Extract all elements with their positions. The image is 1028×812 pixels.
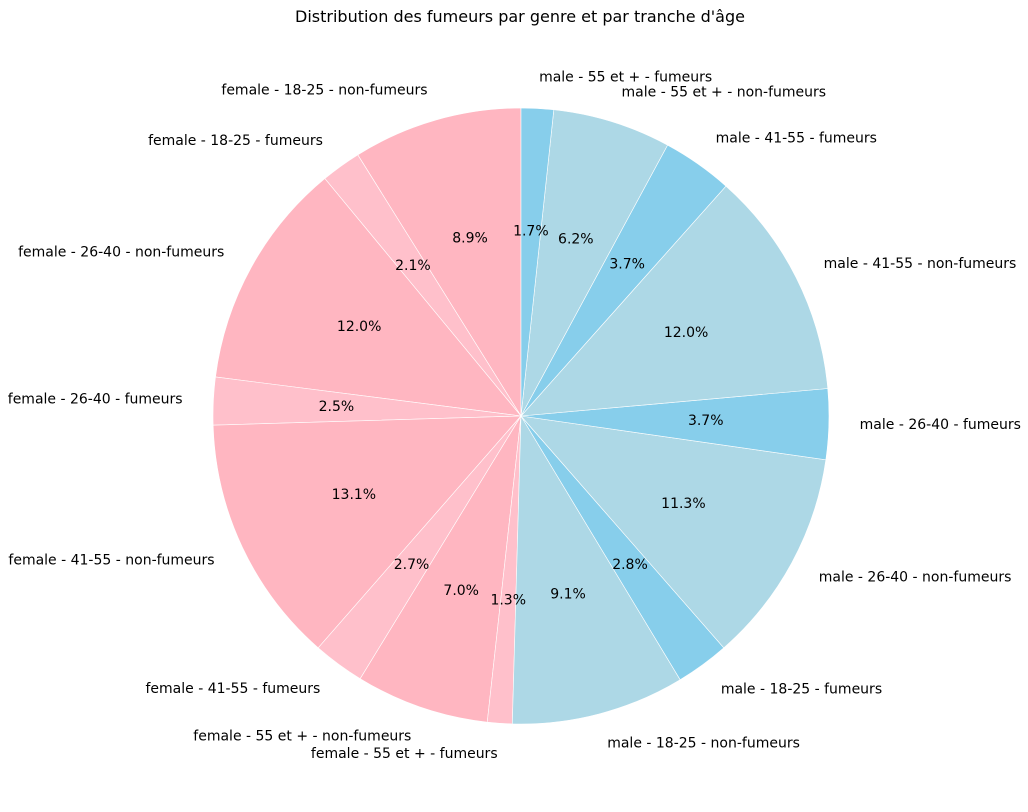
slice-percent-label: 13.1% xyxy=(332,487,376,503)
slice-label: male - 41-55 - fumeurs xyxy=(716,131,877,147)
slice-percent-label: 2.1% xyxy=(395,258,431,274)
slice-label: male - 26-40 - fumeurs xyxy=(860,417,1021,433)
slice-label: female - 41-55 - non-fumeurs xyxy=(8,553,214,569)
pie-slice xyxy=(520,109,668,417)
slice-label: female - 18-25 - fumeurs xyxy=(148,133,323,149)
slice-label: male - 41-55 - non-fumeurs xyxy=(824,256,1017,272)
pie-slice xyxy=(359,415,522,723)
slice-label: male - 26-40 - non-fumeurs xyxy=(819,570,1012,586)
slice-label: male - 55 et + - fumeurs xyxy=(539,70,712,86)
pie-slice xyxy=(215,178,522,417)
slice-label: female - 55 et + - fumeurs xyxy=(311,746,498,762)
slice-percent-label: 11.3% xyxy=(661,496,705,512)
slice-label: male - 18-25 - fumeurs xyxy=(721,682,882,698)
slice-percent-label: 2.8% xyxy=(612,557,648,573)
slice-label: female - 55 et + - non-fumeurs xyxy=(193,729,411,745)
pie-slice xyxy=(357,107,522,418)
slice-label: female - 41-55 - fumeurs xyxy=(145,681,320,697)
slice-percent-label: 3.7% xyxy=(609,257,645,273)
pie-slice xyxy=(520,107,555,417)
slice-percent-label: 12.0% xyxy=(664,325,708,341)
slice-percent-label: 2.5% xyxy=(319,399,355,415)
slice-percent-label: 6.2% xyxy=(558,232,594,248)
pie-slice xyxy=(520,185,829,417)
pie-slice xyxy=(511,414,681,725)
slice-percent-label: 1.3% xyxy=(490,592,526,608)
slice-label: female - 18-25 - non-fumeurs xyxy=(221,82,427,98)
slice-percent-label: 1.7% xyxy=(513,223,549,239)
slice-percent-label: 3.7% xyxy=(688,413,724,429)
slice-percent-label: 2.7% xyxy=(394,557,430,573)
slice-label: female - 26-40 - non-fumeurs xyxy=(18,244,224,260)
slice-percent-label: 7.0% xyxy=(443,583,479,599)
slice-label: female - 26-40 - fumeurs xyxy=(8,392,183,408)
slice-percent-label: 12.0% xyxy=(337,319,381,335)
pie-slice xyxy=(212,415,522,649)
slice-percent-label: 9.1% xyxy=(550,587,586,603)
slice-label: male - 55 et + - non-fumeurs xyxy=(622,84,827,100)
pie-slices xyxy=(212,107,830,725)
slice-percent-label: 8.9% xyxy=(452,230,488,246)
pie-labels: female - 18-25 - non-fumeurs 8.9% female -… xyxy=(8,70,1021,762)
slice-label: male - 18-25 - non-fumeurs xyxy=(607,736,800,752)
chart-title: Distribution des fumeurs par genre et pa… xyxy=(295,7,745,26)
pie-slice xyxy=(520,415,827,649)
